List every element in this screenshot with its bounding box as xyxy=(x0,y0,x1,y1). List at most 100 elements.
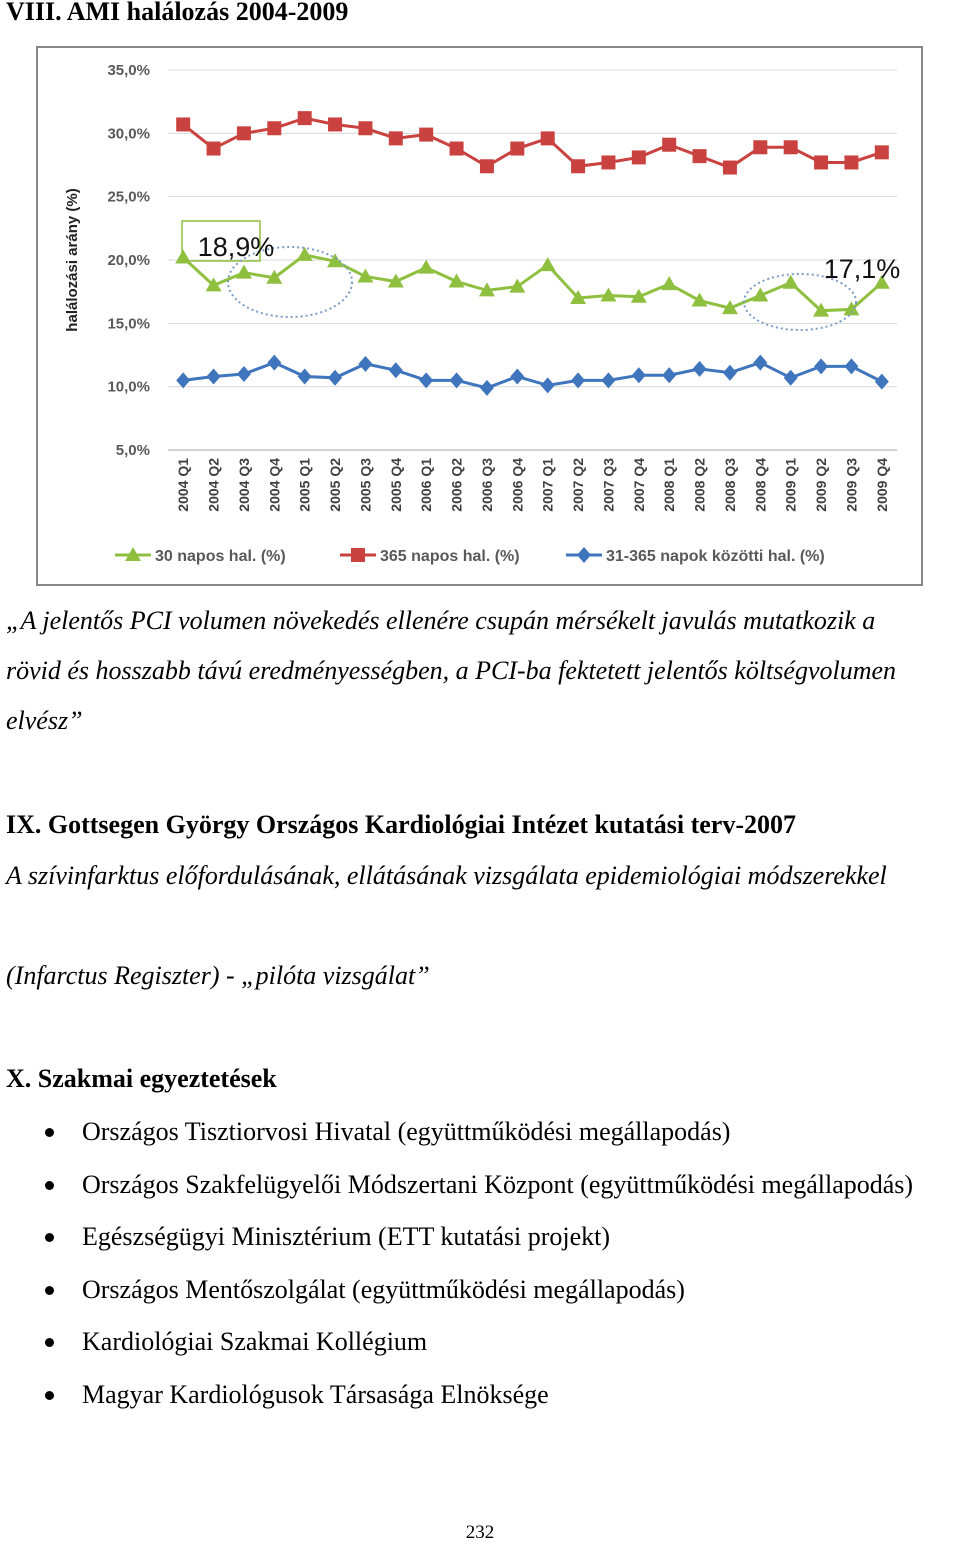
marker xyxy=(267,354,282,371)
marker xyxy=(449,141,464,156)
series-line xyxy=(183,360,883,390)
x-tick-label: 2004 Q3 xyxy=(236,458,252,512)
highlight-ellipse xyxy=(743,273,857,331)
quote: „A jelentős PCI volumen növekedés ellené… xyxy=(6,606,897,735)
marker xyxy=(297,111,312,126)
marker xyxy=(479,379,494,396)
marker xyxy=(753,140,768,155)
marker xyxy=(844,358,859,375)
marker xyxy=(297,368,312,385)
x-tick-label: 2004 Q2 xyxy=(206,458,222,512)
marker xyxy=(814,358,829,375)
marker xyxy=(176,117,191,132)
marker xyxy=(782,274,799,289)
chart: 5,0% 10,0% 15,0% 20,0% 25,0% 30,0% 35,0% halálo… xyxy=(36,46,923,586)
marker xyxy=(571,372,586,389)
y-tick-label: 30,0% xyxy=(107,125,150,142)
legend-label: 365 napos hal. (%) xyxy=(380,548,520,565)
marker xyxy=(600,287,617,302)
marker xyxy=(175,249,192,264)
marker xyxy=(235,264,252,279)
marker xyxy=(357,268,374,283)
marker xyxy=(266,269,283,284)
marker xyxy=(540,131,555,146)
legend-marker xyxy=(125,547,141,561)
marker xyxy=(540,377,555,394)
section-x-title: X. Szakmai egyeztetések xyxy=(6,1064,277,1093)
x-tick-label: 2009 Q4 xyxy=(874,458,890,512)
y-tick-label: 20,0% xyxy=(107,252,150,269)
marker xyxy=(205,277,222,292)
marker xyxy=(509,278,526,293)
y-tick-label: 5,0% xyxy=(116,442,150,459)
marker xyxy=(539,257,556,272)
marker xyxy=(691,292,708,307)
marker xyxy=(418,259,435,274)
marker xyxy=(206,368,221,385)
list-item: Egészségügyi Minisztérium (ETT kutatási … xyxy=(0,1211,942,1264)
marker xyxy=(753,354,768,371)
list-item: Kardiológiai Szakmai Kollégium xyxy=(0,1316,942,1369)
annotation: 17,1% xyxy=(824,254,901,284)
x-tick-label: 2008 Q4 xyxy=(752,458,768,512)
marker xyxy=(873,274,890,289)
section-ix-title: IX. Gottsegen György Országos Kardiológi… xyxy=(6,810,797,839)
page-number: 232 xyxy=(465,1522,495,1543)
section-ix-text2: (Infarctus Regiszter) - „pilóta vizsgála… xyxy=(6,961,430,990)
marker xyxy=(358,355,373,372)
marker xyxy=(510,141,525,156)
marker xyxy=(843,301,860,316)
marker xyxy=(419,372,434,389)
list: Országos Tisztiorvosi Hivatal (együttműk… xyxy=(0,1106,942,1421)
marker xyxy=(358,121,373,136)
x-tick-label: 2009 Q1 xyxy=(783,458,799,512)
x-tick-label: 2005 Q1 xyxy=(297,458,313,512)
x-tick-label: 2007 Q4 xyxy=(631,458,647,512)
marker xyxy=(419,127,434,142)
marker xyxy=(630,288,647,303)
list-item: Magyar Kardiológusok Társasága Elnöksége xyxy=(0,1369,942,1422)
marker xyxy=(722,160,737,175)
x-tick-label: 2004 Q1 xyxy=(175,458,191,512)
legend-marker xyxy=(577,547,591,563)
y-tick-label: 35,0% xyxy=(107,62,150,79)
list-item: Országos Tisztiorvosi Hivatal (együttműk… xyxy=(0,1106,942,1159)
x-tick-label: 2009 Q3 xyxy=(843,458,859,512)
marker xyxy=(479,159,494,174)
x-tick-label: 2009 Q2 xyxy=(813,458,829,512)
marker xyxy=(631,367,646,384)
marker xyxy=(692,149,707,164)
marker xyxy=(661,276,678,291)
highlight-ellipse xyxy=(227,246,353,318)
annotation: 18,9% xyxy=(198,232,275,262)
marker xyxy=(601,372,616,389)
marker xyxy=(662,137,677,152)
marker xyxy=(874,145,889,160)
y-tick-label: 25,0% xyxy=(107,189,150,206)
y-axis-label: halálozási arány (%) xyxy=(64,188,81,331)
marker xyxy=(449,372,464,389)
marker xyxy=(814,155,829,170)
marker xyxy=(328,117,343,132)
heading: VIII. AMI halálozás 2004-2009 xyxy=(6,0,349,26)
list-item: Országos Szakfelügyelői Módszertani Közp… xyxy=(0,1159,942,1212)
marker xyxy=(813,302,830,317)
marker xyxy=(570,290,587,304)
marker xyxy=(296,246,313,261)
annotation-box xyxy=(181,220,261,262)
list-item: Országos Mentőszolgálat (együttműködési … xyxy=(0,1264,942,1317)
legend-marker xyxy=(351,548,365,562)
marker xyxy=(783,140,798,155)
marker xyxy=(478,282,495,297)
marker xyxy=(662,367,677,384)
marker xyxy=(387,273,404,288)
marker xyxy=(510,368,525,385)
x-tick-label: 2006 Q3 xyxy=(479,458,495,512)
y-tick-label: 15,0% xyxy=(107,315,150,332)
x-tick-label: 2006 Q2 xyxy=(449,458,465,512)
x-tick-label: 2008 Q3 xyxy=(722,458,738,512)
marker xyxy=(692,360,707,377)
x-tick-label: 2006 Q4 xyxy=(509,458,525,512)
marker xyxy=(236,366,251,382)
x-tick-label: 2005 Q3 xyxy=(357,458,373,512)
